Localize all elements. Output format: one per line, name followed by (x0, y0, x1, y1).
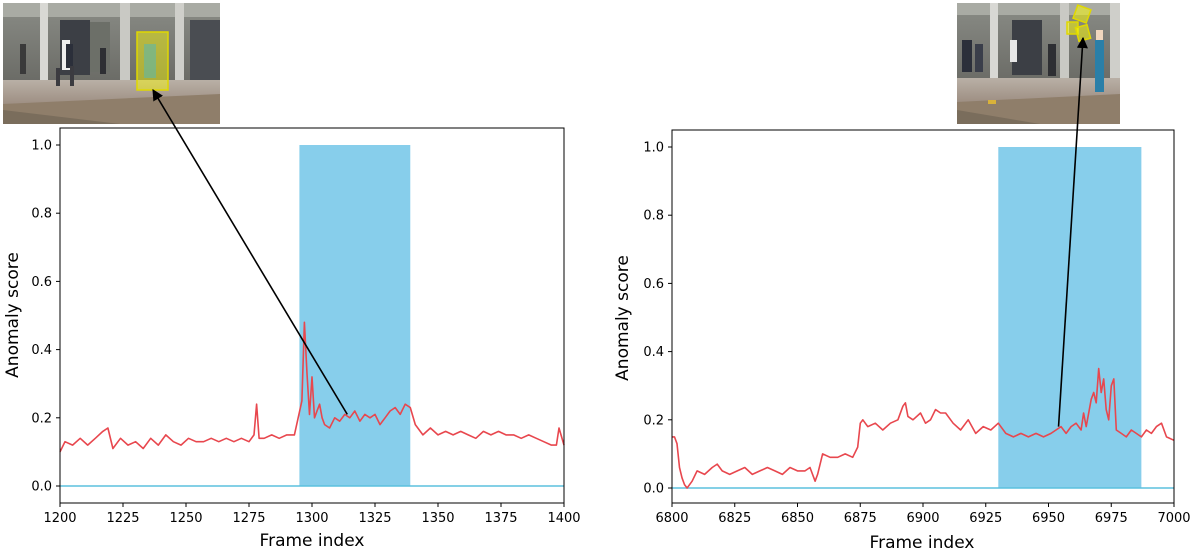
x-tick-label: 6800 (655, 511, 688, 526)
scene-thumbnail-left (3, 3, 220, 124)
x-tick-label: 6925 (969, 511, 1002, 526)
x-tick-label: 1225 (106, 511, 139, 526)
y-tick-label: 0.4 (31, 343, 52, 358)
x-tick-label: 6850 (781, 511, 814, 526)
y-tick-label: 0.6 (31, 275, 52, 290)
x-tick-label: 1325 (358, 511, 391, 526)
y-tick-label: 0.6 (643, 277, 664, 292)
anomaly-chart-left: 1200 1225 1250 1275 1300 1325 1350 1375 1400 0.0… (3, 89, 581, 551)
y-tick-label: 0.0 (643, 482, 664, 497)
y-axis-label: Anomaly score (613, 255, 633, 381)
anomaly-chart-right: 6800 6825 6850 6875 6900 6925 6950 6975 7000 0.0… (613, 36, 1191, 551)
y-tick-label: 0.4 (643, 345, 664, 360)
x-axis-label: Frame index (260, 531, 365, 551)
scene-thumbnail-right (957, 3, 1120, 124)
x-tick-label: 6900 (906, 511, 939, 526)
y-tick-label: 1.0 (643, 141, 664, 156)
anomaly-region (299, 145, 411, 486)
x-tick-label: 1350 (421, 511, 454, 526)
x-tick-label: 7000 (1157, 511, 1190, 526)
x-tick-label: 6875 (844, 511, 877, 526)
anomaly-region (998, 147, 1142, 488)
x-tick-label: 1300 (295, 511, 328, 526)
arrow-to-thumbnail (1057, 36, 1088, 427)
y-tick-label: 1.0 (31, 139, 52, 154)
x-tick-label: 1275 (232, 511, 265, 526)
x-tick-label: 1200 (43, 511, 76, 526)
x-axis-label: Frame index (870, 533, 975, 551)
arrow-to-thumbnail (152, 89, 348, 415)
highlight-box (1072, 4, 1092, 24)
x-tick-label: 6975 (1095, 511, 1128, 526)
y-tick-label: 0.2 (643, 413, 664, 428)
x-tick-label: 6950 (1032, 511, 1065, 526)
x-tick-label: 1400 (547, 511, 580, 526)
x-tick-label: 6825 (718, 511, 751, 526)
anomaly-score-line (672, 367, 1175, 489)
y-axis-label: Anomaly score (3, 252, 23, 378)
y-tick-label: 0.8 (643, 209, 664, 224)
y-tick-label: 0.0 (31, 480, 52, 495)
x-tick-label: 1375 (484, 511, 517, 526)
anomaly-score-line (59, 321, 565, 453)
y-tick-label: 0.2 (31, 411, 52, 426)
x-tick-label: 1250 (169, 511, 202, 526)
y-tick-label: 0.8 (31, 207, 52, 222)
